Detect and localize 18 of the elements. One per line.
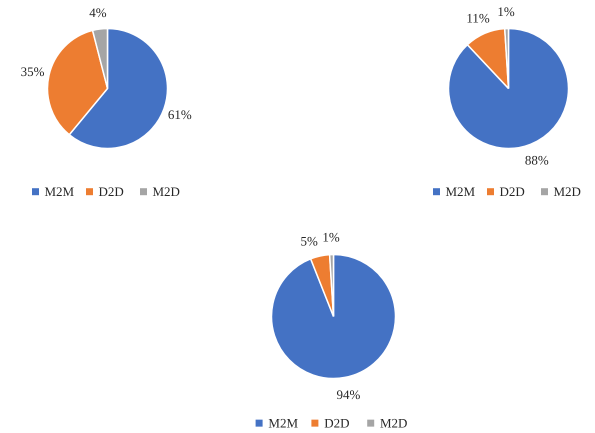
data-label: 88% <box>524 152 549 168</box>
data-label: 35% <box>20 64 45 80</box>
data-label: 4% <box>89 4 107 20</box>
data-label: 1% <box>322 230 340 245</box>
data-label: 11% <box>466 10 490 26</box>
data-label: 61% <box>168 107 192 122</box>
data-label: 1% <box>497 4 515 20</box>
legend-label: M2M <box>268 416 298 431</box>
legend-label: M2M <box>44 184 75 200</box>
legend-label: M2D <box>152 184 180 200</box>
legend-label: M2M <box>446 184 476 200</box>
data-label: 5% <box>300 233 318 248</box>
legend-label: D2D <box>500 184 525 200</box>
legend-label: M2D <box>380 416 408 431</box>
data-label: 94% <box>336 386 360 402</box>
legend-label: M2D <box>554 184 581 200</box>
legend-label: D2D <box>324 416 350 431</box>
legend-label: D2D <box>98 184 124 200</box>
